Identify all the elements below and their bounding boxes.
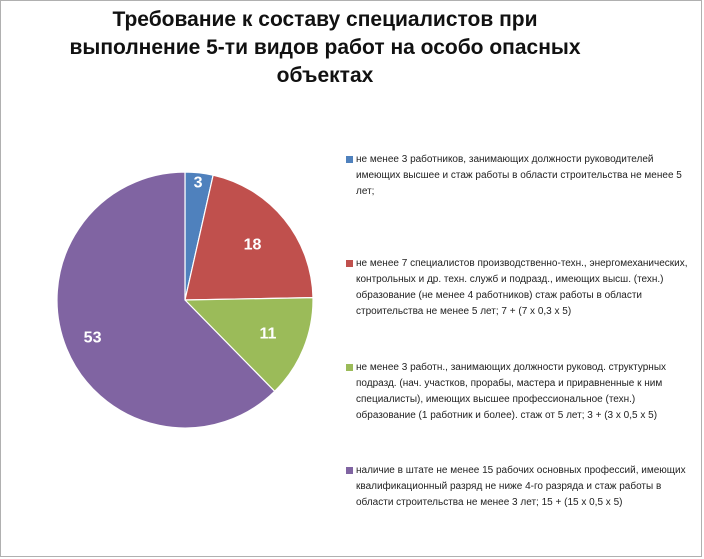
chart-title: Требование к составу специалистов при вы… [69, 8, 581, 87]
legend-swatch-3 [346, 364, 353, 371]
pie-slice-3 [183, 297, 314, 393]
legend-swatch-2 [346, 260, 353, 267]
legend-text-2: не менее 7 специалистов производственно-… [356, 258, 688, 317]
pie-data-label-1: 3 [194, 174, 203, 191]
pie-data-label-3: 11 [259, 325, 276, 342]
legend-text-4: наличие в штате не менее 15 рабочих осно… [356, 465, 686, 508]
legend-swatch-1 [346, 156, 353, 163]
legend-item-3: не менее 3 работн., занимающих должности… [346, 360, 691, 424]
legend-item-2: не менее 7 специалистов производственно-… [346, 256, 691, 320]
legend-text-1: не менее 3 работников, занимающих должно… [356, 154, 682, 197]
pie-data-label-4: 53 [84, 329, 102, 346]
legend-item-4: наличие в штате не менее 15 рабочих осно… [346, 463, 691, 511]
legend-item-1: не менее 3 работников, занимающих должно… [346, 152, 691, 200]
pie-data-label-2: 18 [244, 237, 262, 254]
legend-swatch-4 [346, 467, 353, 474]
pie-slice-4 [56, 171, 276, 429]
legend-text-3: не менее 3 работн., занимающих должности… [356, 362, 667, 421]
pie-slice-2 [184, 174, 314, 301]
